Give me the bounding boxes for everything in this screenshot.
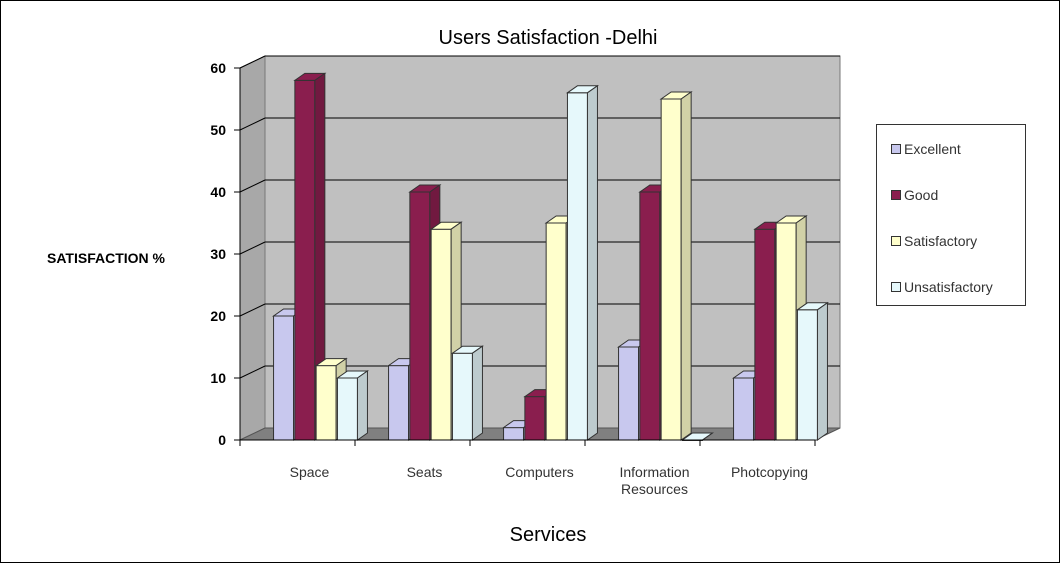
y-tick-label: 50: [210, 122, 226, 138]
y-axis-label: SATISFACTION %: [47, 250, 166, 266]
gridline-side: [239, 241, 266, 255]
bar-front: [388, 365, 410, 441]
legend-label: Satisfactory: [904, 233, 978, 249]
bar-side: [471, 345, 483, 441]
bar-front: [796, 309, 818, 441]
bar-side: [586, 84, 598, 441]
bar-front: [754, 228, 776, 441]
x-tick-label: Seats: [407, 464, 443, 480]
bar-side: [356, 370, 368, 441]
bar-front: [273, 315, 295, 441]
gridline-side: [239, 179, 266, 193]
gridline-side: [239, 117, 266, 131]
bar-front: [545, 222, 567, 441]
bars: [271, 72, 830, 441]
x-tick-label: Information: [619, 464, 689, 480]
bar-front: [639, 191, 661, 441]
gridline-side: [239, 303, 266, 317]
legend: Excellent Good Satisfactory Unsatisfactory: [876, 124, 1026, 306]
bar: [450, 345, 485, 441]
x-axis-label: Services: [510, 524, 587, 546]
bar: [659, 91, 693, 441]
legend-swatch: [891, 190, 901, 200]
bar-front: [775, 222, 797, 441]
bar-front: [409, 191, 431, 441]
bar-front: [315, 365, 337, 441]
x-tick-label: Resources: [621, 481, 688, 497]
gridline-side: [239, 55, 266, 69]
bar-front: [524, 396, 546, 441]
legend-swatch: [891, 282, 901, 292]
bar-front: [294, 79, 316, 441]
legend-item: Good: [891, 187, 938, 203]
bar-side: [680, 91, 692, 441]
bar-front: [733, 377, 755, 441]
bar-front: [430, 228, 452, 441]
y-tick-label: 10: [210, 370, 226, 386]
y-tick-label: 30: [210, 246, 226, 262]
legend-swatch: [891, 144, 901, 154]
bar: [565, 84, 600, 441]
gridline-side: [239, 365, 266, 379]
bar-front: [566, 92, 588, 441]
axes: 0 10 20 30 40 50 60 Space Seats Computers Informat…: [210, 60, 816, 497]
y-tick-label: 60: [210, 60, 226, 76]
x-tick-label: Computers: [505, 464, 573, 480]
bar-side: [816, 301, 828, 441]
legend-label: Unsatisfactory: [904, 279, 993, 295]
y-tick-label: 20: [210, 308, 226, 324]
legend-item: Unsatisfactory: [891, 279, 993, 295]
legend-swatch: [891, 236, 901, 246]
legend-label: Good: [904, 187, 939, 203]
bar-front: [336, 377, 358, 441]
bar: [335, 370, 370, 441]
y-tick-label: 0: [218, 432, 226, 448]
bar-front: [618, 346, 640, 441]
bar-front: [503, 427, 525, 441]
y-tick-label: 40: [210, 184, 226, 200]
chart-title: Users Satisfaction -Delhi: [439, 27, 658, 49]
legend-label: Excellent: [904, 141, 961, 157]
x-tick-label: Space: [290, 464, 330, 480]
bar-side: [702, 432, 713, 441]
bar-front: [451, 352, 473, 441]
bar: [795, 301, 830, 441]
legend-item: Satisfactory: [891, 233, 977, 249]
bar: [293, 72, 327, 441]
bar-front: [660, 98, 682, 441]
legend-item: Excellent: [891, 141, 961, 157]
x-tick-label: Photcopying: [731, 464, 808, 480]
